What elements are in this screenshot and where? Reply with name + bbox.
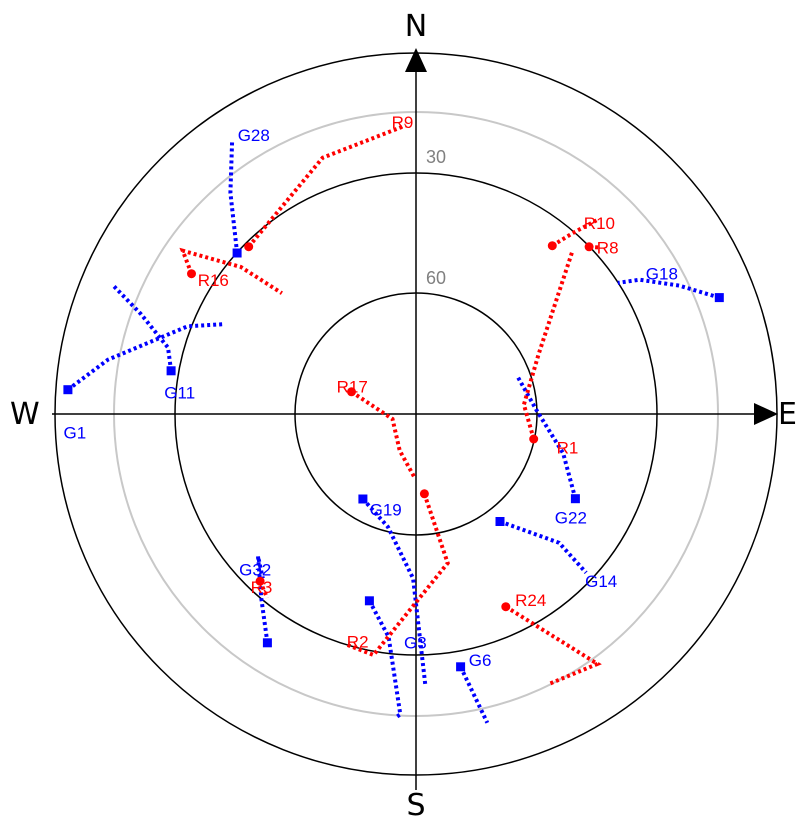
axes bbox=[52, 48, 778, 790]
track-r10 bbox=[547, 218, 598, 251]
label-g22: G22 bbox=[555, 509, 587, 528]
label-g28: G28 bbox=[238, 126, 270, 145]
satellite-tracks bbox=[63, 123, 724, 724]
marker-g14 bbox=[495, 517, 505, 526]
compass-labels: N S E W bbox=[10, 9, 797, 820]
marker-r9 bbox=[244, 242, 254, 252]
marker-g28 bbox=[232, 248, 242, 258]
track-line-r9 bbox=[247, 123, 407, 248]
label-g1: G1 bbox=[64, 423, 87, 442]
label-r16: R16 bbox=[198, 271, 229, 290]
compass-west: W bbox=[10, 397, 40, 432]
marker-r8 bbox=[584, 242, 594, 252]
track-line-r1 bbox=[521, 251, 574, 440]
ring-labels: 30 60 bbox=[426, 147, 446, 288]
label-r17: R17 bbox=[337, 378, 368, 397]
label-r10: R10 bbox=[584, 214, 615, 233]
satellite-labels: G1 G11 G28 G18 G22 G19 G3 G6 G14 G32 R9 R10 R8 R16 R1 R… bbox=[64, 113, 678, 670]
marker-g11 bbox=[166, 366, 176, 376]
track-line-g32 bbox=[256, 555, 270, 644]
track-g32 bbox=[256, 555, 272, 648]
track-g11 bbox=[111, 284, 176, 376]
track-g1 bbox=[63, 322, 224, 395]
label-r9: R9 bbox=[392, 113, 414, 132]
track-line-r16 bbox=[179, 247, 283, 295]
label-g3: G3 bbox=[404, 634, 427, 653]
track-g19 bbox=[358, 494, 428, 687]
track-line-r17 bbox=[350, 390, 417, 480]
track-g14 bbox=[495, 517, 588, 575]
track-r24 bbox=[501, 602, 602, 687]
label-g6: G6 bbox=[469, 651, 492, 670]
label-r8: R8 bbox=[597, 239, 619, 258]
track-r3 bbox=[255, 576, 269, 599]
compass-north: N bbox=[405, 9, 427, 44]
track-line-g28 bbox=[228, 141, 240, 254]
label-g18: G18 bbox=[646, 265, 678, 284]
marker-r1 bbox=[529, 434, 539, 444]
track-r2 bbox=[344, 489, 450, 658]
track-line-g11 bbox=[111, 284, 174, 372]
track-line-g1 bbox=[66, 322, 224, 392]
ring-label-30: 30 bbox=[426, 147, 446, 167]
compass-east: E bbox=[778, 397, 797, 432]
label-g11: G11 bbox=[164, 383, 195, 402]
marker-g3 bbox=[364, 596, 374, 606]
track-r9 bbox=[244, 123, 407, 252]
track-g6 bbox=[456, 662, 490, 724]
track-g18 bbox=[617, 277, 724, 303]
marker-g19 bbox=[358, 494, 368, 504]
track-line-g19 bbox=[361, 497, 428, 687]
compass-south: S bbox=[406, 788, 425, 820]
marker-r2 bbox=[419, 489, 429, 499]
north-arrow-icon bbox=[405, 48, 427, 72]
marker-r24 bbox=[501, 602, 511, 612]
ring-label-60: 60 bbox=[426, 268, 446, 288]
track-line-g22 bbox=[516, 376, 578, 500]
track-line-g3 bbox=[367, 599, 403, 720]
track-g28 bbox=[228, 141, 242, 258]
track-line-r2 bbox=[344, 493, 450, 658]
track-line-g14 bbox=[499, 519, 588, 575]
track-line-g18 bbox=[617, 277, 720, 300]
track-line-r24 bbox=[504, 605, 602, 687]
marker-r17 bbox=[347, 387, 356, 397]
track-r16 bbox=[179, 247, 283, 295]
east-arrow-icon bbox=[754, 403, 778, 425]
track-g22 bbox=[516, 376, 580, 504]
marker-r3 bbox=[255, 576, 265, 586]
label-g14: G14 bbox=[585, 572, 617, 591]
track-r1 bbox=[521, 251, 574, 444]
track-line-r10 bbox=[551, 218, 598, 248]
label-r1: R1 bbox=[557, 438, 579, 457]
label-r3: R3 bbox=[251, 578, 273, 597]
label-g19: G19 bbox=[370, 500, 402, 519]
marker-g6 bbox=[456, 662, 466, 672]
track-line-g6 bbox=[458, 665, 490, 724]
track-r8 bbox=[584, 242, 601, 252]
marker-g1 bbox=[63, 385, 73, 395]
track-g3 bbox=[364, 596, 403, 720]
marker-g32 bbox=[262, 638, 272, 648]
label-g32: G32 bbox=[239, 561, 271, 580]
track-r17 bbox=[347, 387, 417, 480]
marker-g18 bbox=[714, 293, 724, 303]
marker-r10 bbox=[547, 241, 557, 251]
label-r2: R2 bbox=[347, 633, 369, 652]
marker-r16 bbox=[187, 269, 196, 279]
label-r24: R24 bbox=[515, 591, 546, 610]
marker-g22 bbox=[570, 494, 580, 504]
